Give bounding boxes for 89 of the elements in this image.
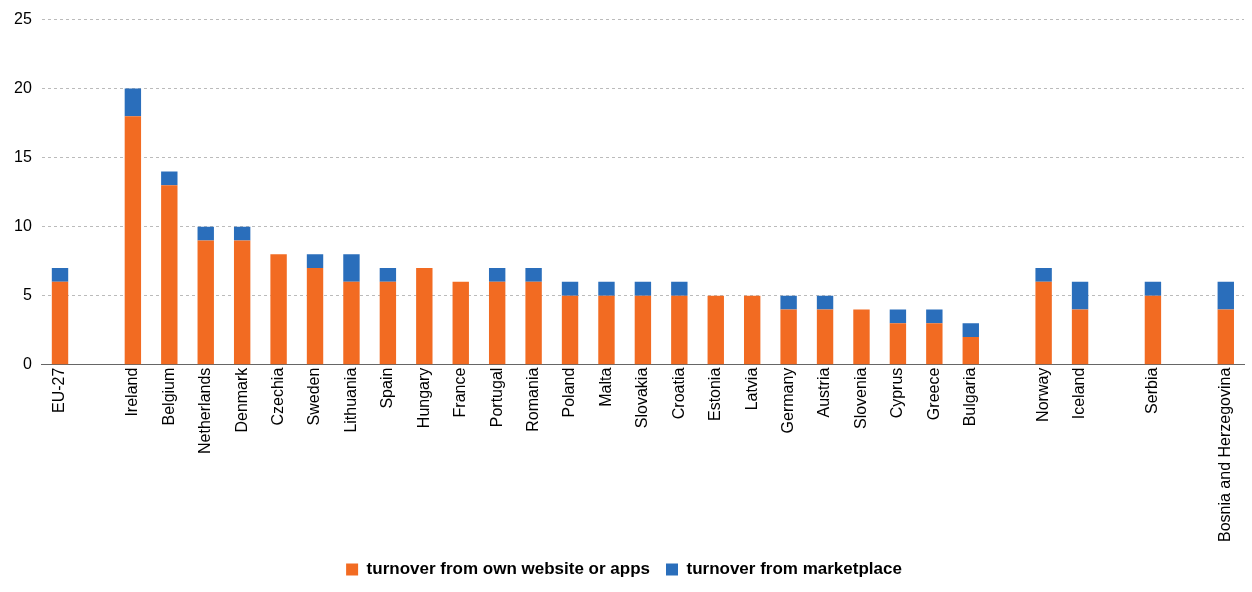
bar bbox=[634, 295, 652, 365]
x-tick-label: Denmark bbox=[232, 366, 250, 433]
x-tick-label: Hungary bbox=[414, 367, 432, 429]
x-tick-label: Sweden bbox=[305, 367, 323, 426]
x-tick-label: Spain bbox=[378, 367, 396, 409]
bar bbox=[525, 268, 542, 282]
y-tick-label: 0 bbox=[22, 355, 32, 373]
bar bbox=[962, 323, 979, 338]
y-tick-label: 20 bbox=[14, 79, 32, 97]
bar bbox=[889, 323, 907, 365]
x-tick-label: Austria bbox=[815, 367, 833, 418]
x-tick-label: Slovenia bbox=[851, 367, 869, 430]
bar bbox=[343, 254, 360, 282]
bar bbox=[379, 268, 397, 282]
bar bbox=[1071, 281, 1089, 310]
bar bbox=[270, 254, 287, 365]
bar bbox=[926, 323, 943, 365]
bar bbox=[1035, 281, 1052, 365]
x-tick-label: France bbox=[451, 367, 469, 418]
bar bbox=[233, 226, 251, 241]
bar bbox=[1217, 309, 1234, 365]
y-tick-label: 5 bbox=[22, 286, 32, 304]
x-tick-label: Poland bbox=[560, 367, 578, 418]
bar bbox=[161, 171, 178, 186]
x-tick-label: Greece bbox=[924, 367, 942, 421]
bar bbox=[233, 240, 251, 365]
x-tick-label: Ireland bbox=[123, 367, 141, 417]
bar bbox=[416, 268, 433, 365]
x-tick-label: Norway bbox=[1034, 367, 1052, 422]
x-tick-label: Germany bbox=[779, 367, 797, 434]
bar bbox=[124, 88, 142, 117]
bar bbox=[306, 268, 324, 365]
y-tick-label: 25 bbox=[14, 10, 32, 28]
x-tick-label: Serbia bbox=[1143, 367, 1161, 414]
x-tick-label: Czechia bbox=[269, 367, 286, 426]
x-tick-label: EU-27 bbox=[50, 367, 68, 414]
x-tick-label: Iceland bbox=[1070, 367, 1088, 420]
x-tick-label: Romania bbox=[524, 367, 542, 432]
bar bbox=[853, 309, 870, 365]
bar bbox=[1217, 281, 1234, 310]
bar bbox=[743, 295, 761, 365]
x-tick-label: Lithuania bbox=[341, 367, 359, 433]
x-tick-label: Bosnia and Herzegovina bbox=[1216, 367, 1234, 543]
bar bbox=[488, 281, 506, 365]
bar bbox=[452, 281, 469, 365]
bar bbox=[197, 240, 214, 365]
bar bbox=[671, 281, 688, 296]
bar bbox=[816, 295, 834, 310]
x-tick-label: Malta bbox=[596, 367, 614, 407]
bar bbox=[525, 281, 542, 365]
bar bbox=[1144, 295, 1162, 365]
x-tick-label: Portugal bbox=[487, 367, 505, 428]
bar bbox=[51, 268, 69, 282]
bar bbox=[707, 295, 724, 365]
bar bbox=[598, 281, 615, 296]
legend-label: turnover from marketplace bbox=[686, 559, 902, 579]
bar bbox=[1144, 281, 1162, 296]
bar bbox=[197, 226, 214, 241]
bar bbox=[561, 295, 579, 365]
bar bbox=[161, 185, 178, 365]
bar bbox=[51, 281, 69, 365]
x-tick-label: Slovakia bbox=[633, 367, 651, 429]
bar bbox=[379, 281, 397, 365]
legend-label: turnover from own website or apps bbox=[366, 559, 650, 579]
bar bbox=[488, 268, 506, 282]
x-tick-label: Bulgaria bbox=[961, 367, 979, 427]
y-tick-label: 15 bbox=[14, 148, 32, 166]
y-tick-label: 10 bbox=[14, 217, 32, 235]
bar bbox=[926, 309, 943, 324]
bar bbox=[124, 116, 142, 365]
bar bbox=[816, 309, 834, 365]
bar bbox=[780, 295, 797, 310]
x-tick-label: Belgium bbox=[159, 367, 177, 426]
bar bbox=[889, 309, 907, 324]
x-tick-label: Cyprus bbox=[888, 367, 906, 419]
bar bbox=[671, 295, 688, 365]
bar bbox=[1035, 268, 1052, 282]
bar bbox=[306, 254, 324, 269]
bar bbox=[1071, 309, 1089, 365]
x-tick-label: Croatia bbox=[669, 367, 687, 420]
bar bbox=[343, 281, 360, 365]
bar bbox=[598, 295, 615, 365]
bar bbox=[962, 337, 979, 365]
bar bbox=[561, 281, 579, 296]
x-tick-label: Estonia bbox=[706, 367, 724, 422]
bar bbox=[780, 309, 797, 365]
x-tick-label: Netherlands bbox=[196, 367, 214, 454]
x-tick-label: Latvia bbox=[742, 367, 760, 411]
bar bbox=[634, 281, 652, 296]
